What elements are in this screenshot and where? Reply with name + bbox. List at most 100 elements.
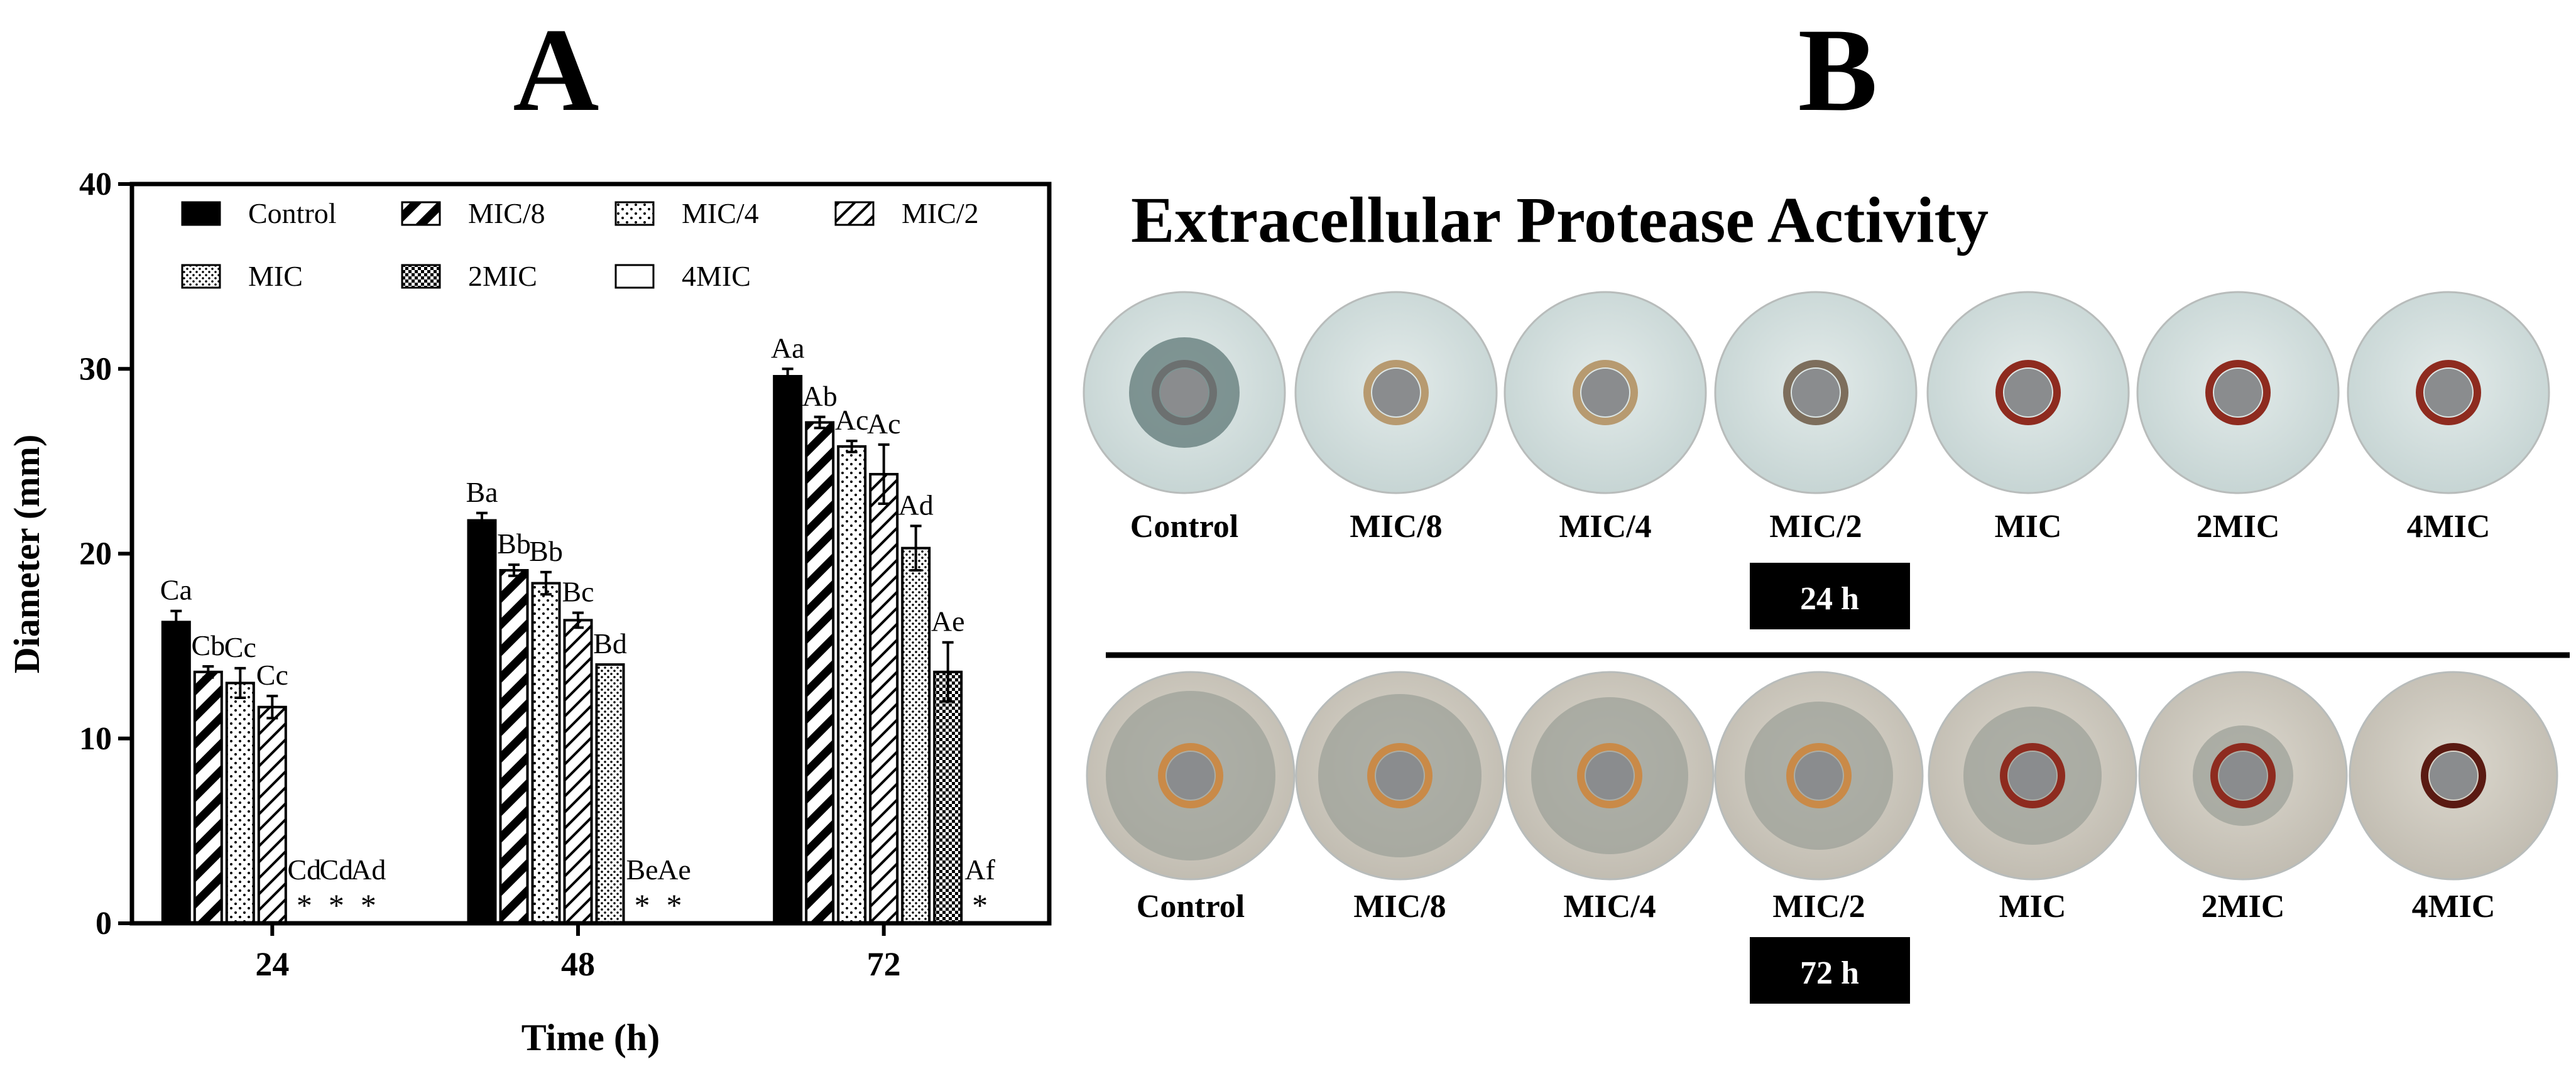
error-bars-layer xyxy=(170,367,954,720)
legend-label: 4MIC xyxy=(682,260,751,292)
bar-letter-label: Bb xyxy=(529,535,563,567)
legend-item-2mic: 2MIC xyxy=(401,260,537,292)
well xyxy=(1376,752,1424,800)
zero-marker: * xyxy=(361,887,376,923)
bar-letter-label: Ae xyxy=(657,854,691,886)
well xyxy=(2214,369,2262,416)
plate-mic-4 xyxy=(1504,291,1707,494)
error-bar xyxy=(234,666,246,700)
bar-letter-label: Aa xyxy=(771,332,805,364)
legend-label: MIC/2 xyxy=(902,197,979,229)
plate-label: MIC/8 xyxy=(1350,509,1442,545)
bar-letter-label: Ab xyxy=(802,380,838,412)
error-bar xyxy=(782,367,794,385)
plate-mic-2 xyxy=(1714,291,1918,494)
well xyxy=(2219,752,2267,800)
bar-labels-layer: CaCbCcCcCd*Cd*Ad*BaBbBbBcBdBe*Ae*AaAbAcA… xyxy=(160,332,996,923)
bar-control-72 xyxy=(773,375,803,925)
well xyxy=(1581,369,1629,416)
plate-label: 2MIC xyxy=(2202,889,2285,925)
plate-mic-8 xyxy=(1295,671,1505,881)
well xyxy=(1586,752,1634,800)
plate-label: Control xyxy=(1130,509,1238,545)
legend-swatch xyxy=(181,264,221,289)
error-bar xyxy=(266,695,278,720)
plate-label: MIC/4 xyxy=(1559,509,1651,545)
well xyxy=(1160,369,1208,416)
zero-marker: * xyxy=(972,887,988,923)
plate-label: MIC xyxy=(1999,889,2066,925)
plates-row-24h xyxy=(1083,291,2550,494)
x-tick-label: 72 xyxy=(867,945,901,983)
bar-letter-label: Ba xyxy=(466,476,498,508)
y-tick-label: 20 xyxy=(79,536,112,572)
error-bar xyxy=(910,524,922,572)
plate-label: 2MIC xyxy=(2197,509,2280,545)
y-tick-label: 30 xyxy=(79,351,112,387)
bar-mic-8-72 xyxy=(805,421,835,925)
legend-label: 2MIC xyxy=(468,260,537,292)
bar-letter-label: Af xyxy=(964,854,995,886)
bar-letter-label: Bd xyxy=(593,627,627,659)
legend-swatch xyxy=(181,201,221,226)
plate-mic xyxy=(1926,291,2130,494)
plate-4mic xyxy=(2347,291,2550,494)
plate-mic-8 xyxy=(1294,291,1498,494)
well xyxy=(1792,369,1840,416)
plate-2mic xyxy=(2138,671,2348,881)
time-badge-72h-label: 72 h xyxy=(1800,955,1859,991)
bar-letter-label: Cc xyxy=(224,631,256,663)
bars-layer xyxy=(161,375,963,925)
bar-mic-2-24 xyxy=(257,705,287,925)
error-bar xyxy=(170,609,182,635)
bar-mic-4-72 xyxy=(837,445,867,925)
plates-row-72h xyxy=(1086,671,2558,881)
y-tick-label: 10 xyxy=(79,721,112,757)
legend-item-control: Control xyxy=(181,197,337,229)
bar-mic-8-48 xyxy=(499,568,529,925)
bar-mic-2-72 xyxy=(869,472,899,925)
well xyxy=(2004,369,2052,416)
legend-label: MIC/4 xyxy=(682,197,759,229)
x-axis: 24 48 72 xyxy=(255,923,901,983)
bar-letter-label: Ad xyxy=(351,854,386,886)
legend-swatch xyxy=(614,264,655,289)
bar-control-48 xyxy=(467,519,497,925)
time-badge-24h xyxy=(1750,563,1910,629)
bar-letter-label: Bc xyxy=(562,576,594,608)
bar-letter-label: Ad xyxy=(898,489,934,521)
y-axis-title: Diameter (mm) xyxy=(6,435,47,674)
error-bar xyxy=(814,415,826,430)
zero-marker: * xyxy=(329,887,344,923)
time-badge-72h xyxy=(1750,937,1910,1004)
bar-letter-label: Cd xyxy=(287,854,321,886)
error-bar xyxy=(540,570,552,596)
y-tick-label: 40 xyxy=(79,166,112,202)
error-bar xyxy=(572,611,584,629)
plate-labels-72h: Control MIC/8 MIC/4 MIC/2 MIC 2MIC 4MIC xyxy=(1137,889,2496,925)
plates-title: Extracellular Protease Activity xyxy=(1131,184,1989,256)
plate-4mic xyxy=(2349,671,2558,881)
legend-label: Control xyxy=(248,197,337,229)
bar-letter-label: Cb xyxy=(191,629,225,661)
bar-mic-8-24 xyxy=(193,670,223,925)
error-bar xyxy=(942,641,954,703)
bar-mic-4-24 xyxy=(225,681,255,925)
legend-label: MIC xyxy=(248,260,303,292)
bar-letter-label: Ac xyxy=(835,404,869,436)
plate-label: MIC/2 xyxy=(1769,509,1862,545)
bar-chart: CaCbCcCcCd*Cd*Ad*BaBbBbBcBdBe*Ae*AaAbAcA… xyxy=(6,166,1052,1058)
error-bar xyxy=(476,511,488,529)
bar-letter-label: Ca xyxy=(160,574,192,606)
well xyxy=(2009,752,2056,800)
x-tick-label: 24 xyxy=(255,945,289,983)
bar-letter-label: Bb xyxy=(497,528,531,560)
plate-control xyxy=(1083,291,1286,494)
bar-letter-label: Cd xyxy=(319,854,353,886)
legend-item-mic-8: MIC/8 xyxy=(401,197,545,229)
plate-2mic xyxy=(2136,291,2340,494)
x-axis-title: Time (h) xyxy=(521,1017,660,1058)
well xyxy=(1167,752,1214,800)
plate-labels-24h: Control MIC/8 MIC/4 MIC/2 MIC 2MIC 4MIC xyxy=(1130,509,2491,545)
